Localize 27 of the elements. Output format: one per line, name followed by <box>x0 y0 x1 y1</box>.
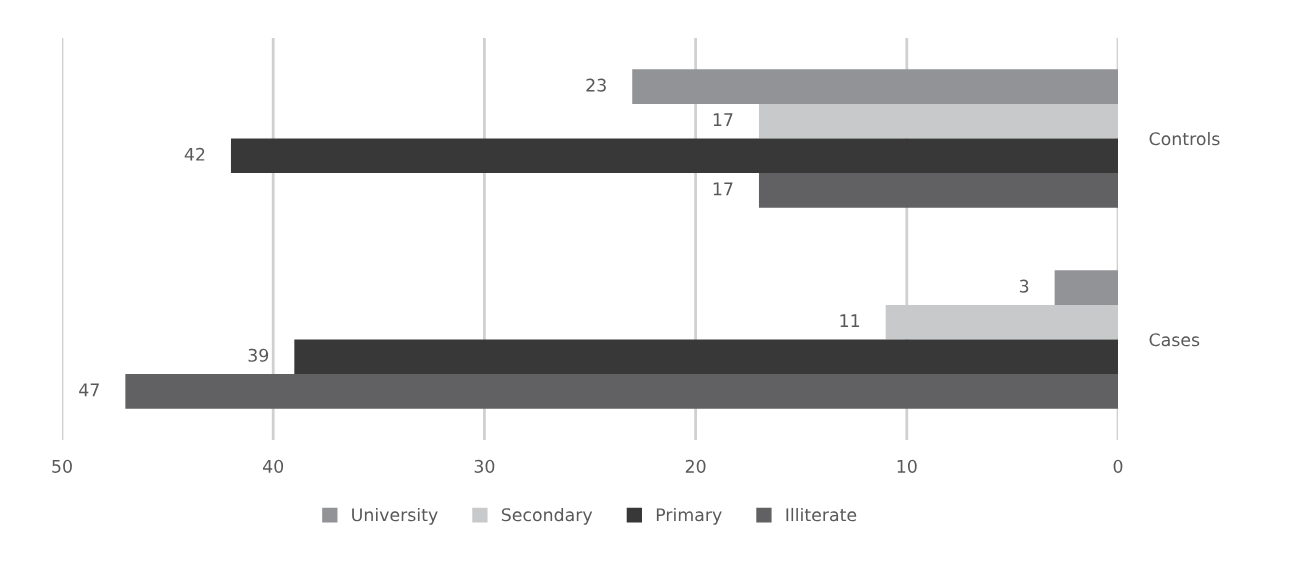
bar <box>294 339 1118 375</box>
x-tick-label: 30 <box>474 459 495 473</box>
x-tick-label: 10 <box>897 459 917 473</box>
legend-label: University <box>352 507 438 525</box>
x-tick-label: 50 <box>52 459 72 473</box>
y-tick-label: Cases <box>1149 333 1200 347</box>
bar <box>758 173 1118 208</box>
bar <box>758 103 1118 139</box>
y-tick-label: Controls <box>1149 131 1220 146</box>
bar <box>632 69 1118 104</box>
data-label: 23 <box>586 78 606 92</box>
legend-label: Illiterate <box>786 507 857 522</box>
data-label: 17 <box>713 182 733 196</box>
x-tick-label: 0 <box>1113 459 1123 473</box>
bar <box>125 374 1118 409</box>
data-label: 11 <box>840 314 860 327</box>
legend-label: Primary <box>656 507 722 525</box>
bar <box>230 138 1118 174</box>
x-tick-label: 20 <box>685 459 706 473</box>
bar <box>1054 270 1118 305</box>
x-tick-label: 40 <box>263 459 284 473</box>
data-label: 39 <box>248 348 269 362</box>
legend-label: Secondary <box>501 507 593 525</box>
data-label: 3 <box>1019 279 1029 293</box>
data-label: 47 <box>79 383 99 397</box>
data-label: 42 <box>184 147 205 161</box>
data-label: 17 <box>713 113 733 126</box>
